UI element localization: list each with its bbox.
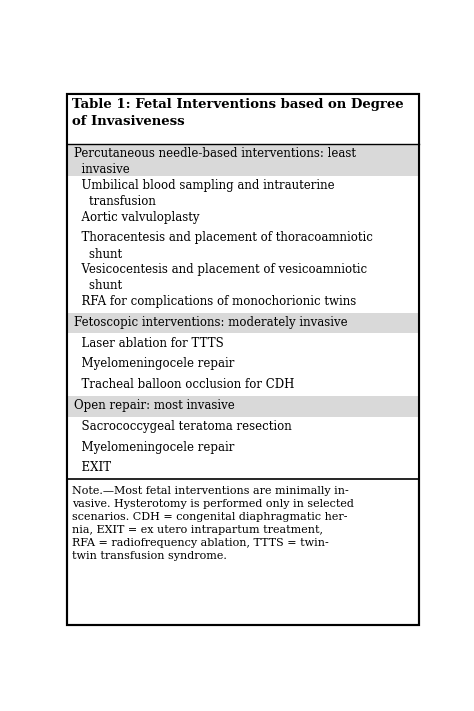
- Bar: [66, 94, 419, 144]
- Bar: [66, 354, 419, 375]
- Bar: [66, 437, 419, 458]
- Text: Open repair: most invasive: Open repair: most invasive: [74, 399, 235, 412]
- Text: Laser ablation for TTTS: Laser ablation for TTTS: [74, 336, 224, 350]
- Text: Aortic valvuloplasty: Aortic valvuloplasty: [74, 210, 200, 224]
- Text: RFA for complications of monochorionic twins: RFA for complications of monochorionic t…: [74, 295, 356, 308]
- Text: Table 1: Fetal Interventions based on Degree
of Invasiveness: Table 1: Fetal Interventions based on De…: [72, 98, 404, 128]
- Bar: [66, 260, 419, 292]
- Bar: [66, 333, 419, 354]
- Bar: [66, 208, 419, 228]
- Text: Fetoscopic interventions: moderately invasive: Fetoscopic interventions: moderately inv…: [74, 316, 347, 328]
- Text: Vesicocentesis and placement of vesicoamniotic
    shunt: Vesicocentesis and placement of vesicoam…: [74, 263, 367, 292]
- Text: Umbilical blood sampling and intrauterine
    transfusion: Umbilical blood sampling and intrauterin…: [74, 179, 335, 208]
- Bar: [66, 313, 419, 333]
- Text: Note.—Most fetal interventions are minimally in-
vasive. Hysterotomy is performe: Note.—Most fetal interventions are minim…: [72, 486, 354, 561]
- Bar: [66, 417, 419, 437]
- Text: Myelomeningocele repair: Myelomeningocele repair: [74, 358, 234, 370]
- Text: EXIT: EXIT: [74, 461, 111, 474]
- Bar: [66, 228, 419, 260]
- Bar: [66, 458, 419, 479]
- Text: Myelomeningocele repair: Myelomeningocele repair: [74, 441, 234, 454]
- Text: Tracheal balloon occlusion for CDH: Tracheal balloon occlusion for CDH: [74, 378, 294, 391]
- Text: Thoracentesis and placement of thoracoamniotic
    shunt: Thoracentesis and placement of thoracoam…: [74, 232, 373, 261]
- Bar: [66, 144, 419, 176]
- Bar: [66, 176, 419, 208]
- Bar: [66, 292, 419, 313]
- Bar: [66, 396, 419, 417]
- Bar: [66, 375, 419, 396]
- Text: Percutaneous needle-based interventions: least
  invasive: Percutaneous needle-based interventions:…: [74, 147, 356, 176]
- Text: Sacrococcygeal teratoma resection: Sacrococcygeal teratoma resection: [74, 419, 292, 433]
